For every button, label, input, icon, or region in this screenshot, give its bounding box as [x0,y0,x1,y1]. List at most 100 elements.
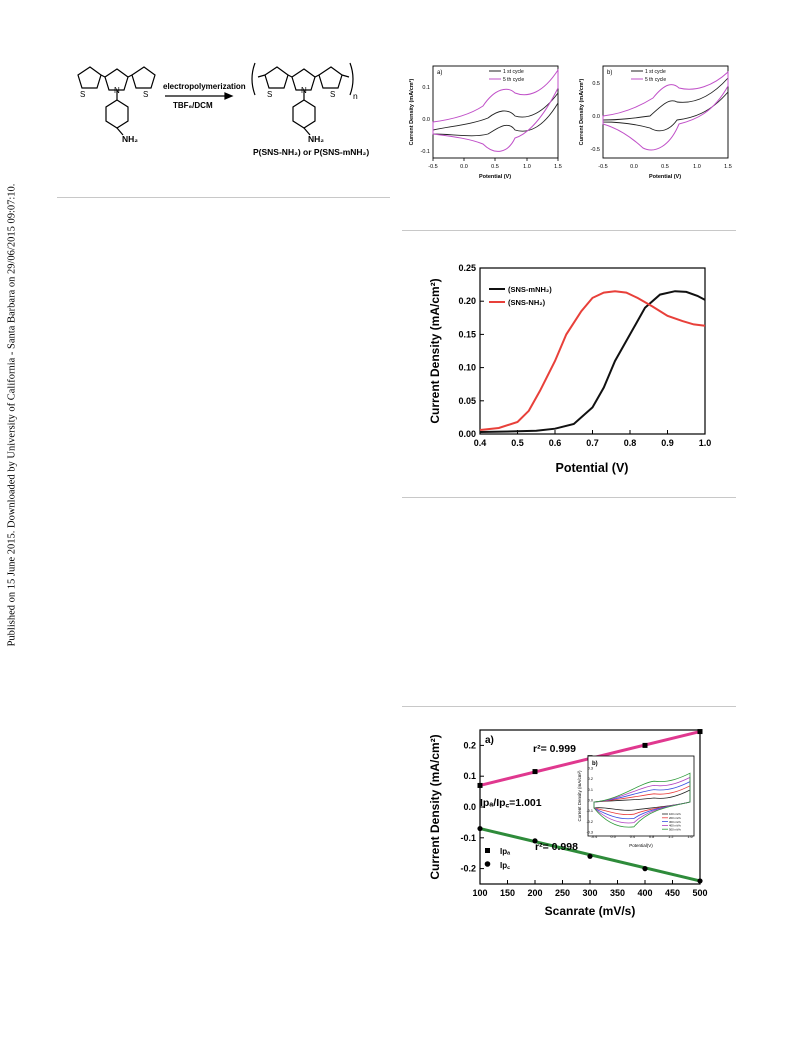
cv-b-xtick-3: 1.0 [693,164,701,170]
chart2-legend-swatch-ipa [485,848,490,853]
chart2-xtick-label: 200 [527,888,542,898]
chart2-annot-r2-top: r²= 0.999 [533,743,576,755]
cv-b-xtick-4: 1.5 [724,164,732,170]
cv-b-xtick-0: -0.5 [598,164,607,170]
chart2-xtick-label: 450 [665,888,680,898]
chart2-ytick-label: 0.0 [463,802,476,812]
chart2-xtick-label: 400 [637,888,652,898]
cv-a-panel: a) [437,70,442,76]
inset-xtick-label: 0.8 [649,835,654,839]
arrow-label-bottom: TBF₆/DCM [173,101,213,110]
inset-xtick-label: 1.6 [687,835,692,839]
chart2-ytick-label: 0.1 [463,771,476,781]
amine-label-monomer: NH₂ [122,134,138,144]
cv-a-xtick-1: 0.0 [460,164,468,170]
chart2-xtick-label: 300 [582,888,597,898]
chart1-xtick-label: 0.7 [586,438,599,448]
cv-a-curve-1st [432,91,559,137]
chart1-ytick-label: 0.00 [458,429,476,439]
publication-sidebar: Published on 15 June 2015. Downloaded by… [4,165,20,665]
cv-a-xtick-4: 1.5 [554,164,562,170]
atom-s-1: S [80,90,85,99]
pyrrole-center [104,68,129,91]
cv-b-curve-1st [602,76,729,132]
phenyl-ring [105,99,129,129]
chart1-ytick-label: 0.10 [458,363,476,373]
cv-figure-a: -0.5 0.0 0.5 1.0 1.5 Potential (V) 0.1 0… [408,65,562,180]
cv-a-xtick-0: -0.5 [428,164,437,170]
chart2-xtick-label: 100 [472,888,487,898]
cv-b-ytick-2: -0.5 [591,147,600,153]
chart2-ytick-label: -0.1 [460,833,476,843]
cv-b-ytick-1: 0.0 [592,114,600,120]
subscript-n: n [353,91,358,101]
cv-a-ylabel: Current Density (mA/cm²) [408,79,415,146]
chart1-xtick-label: 1.0 [699,438,712,448]
chart2-point-ipa [532,769,538,775]
chart1-legend-label-0: (SNS-mNH₂) [508,285,552,294]
reaction-scheme: S N S S N S NH₂ NH₂ n electropolymerizat… [77,62,369,157]
rule-2 [402,497,736,498]
chart2-xtick-label: 350 [610,888,625,898]
inset-xtick-label: 1.2 [668,835,673,839]
inset-legend-label-0: 100 mV/s [669,812,681,816]
inset-xtick-label: 0.0 [611,835,616,839]
sidebar-text: Published on 15 June 2015. Downloaded by… [6,183,18,647]
chart2-ytick-label: -0.2 [460,864,476,874]
chart2-point-ipa [477,782,483,788]
atom-n-2: N [301,86,307,95]
chart1-ylabel: Current Density (mA/cm²) [428,278,442,423]
chart2-panel: a) [485,735,494,746]
thiophene-left [77,66,102,89]
cv-a-legend-0: 1 st cycle [503,69,524,75]
chart1-xtick-label: 0.9 [661,438,674,448]
cv-a-xtick-2: 0.5 [491,164,499,170]
inset-ytick-label: -0.2 [586,820,593,824]
cv-a-xlabel: Potential (V) [479,174,511,180]
inset-ytick-label: 0.3 [588,767,593,771]
inset-legend-label-2: 300 mV/s [669,820,681,824]
chart2-legend-swatch-ipc [484,861,491,867]
chart2-ylabel: Current Density (mA/cm²) [428,734,442,879]
cv-b-xlabel: Potential (V) [649,174,681,180]
chart2-xtick-label: 500 [692,888,707,898]
cv-b-legend-1: 5 th cycle [645,77,666,83]
chart1-ytick-label: 0.25 [458,263,476,273]
chart1-ytick-label: 0.15 [458,329,476,339]
inset-ylabel: Current Density (mA/cm²) [577,770,582,822]
cv-b-panel: b) [607,70,612,76]
cv-b-ylabel: Current Density (mA/cm²) [578,79,585,146]
chart2-point-ipc [642,866,648,872]
thiophene-right [131,66,156,89]
cv-b-xtick-2: 0.5 [661,164,669,170]
inset-legend-label-4: 500 mV/s [669,827,681,831]
chart-scanrate: 100 150 200 250 300 350 400 450 500 0.2 0.1 0.0 -0.… [428,729,708,918]
atom-s-3: S [267,90,272,99]
cv-a-ytick-2: -0.1 [421,149,430,155]
inset-ytick-label: 0.0 [588,799,593,803]
chart1-xtick-label: 0.6 [549,438,562,448]
chart1-ytick-label: 0.05 [458,396,476,406]
cv-b-legend-0: 1 st cycle [645,69,666,75]
inset-xtick-label: 0.4 [630,835,635,839]
chart2-annot-ratio: Ipₐ/Ip꜀=1.001 [480,797,542,809]
inset-ytick-label: -0.1 [586,809,593,813]
chart2-xtick-label: 250 [555,888,570,898]
cv-b-curve-5th [602,70,729,151]
chart2-xlabel: Scanrate (mV/s) [545,904,636,918]
inset-curve-4 [593,772,691,828]
chart2-point-ipc [532,838,538,844]
atom-n-1: N [114,86,120,95]
rule-1 [402,230,736,231]
chart2-point-ipc [697,878,703,884]
chart1-series-line-1 [479,290,706,431]
inset-ytick-label: 0.1 [588,788,593,792]
chart2-point-ipa [697,729,703,735]
chart2-inset: b) Current Density (mA/cm²) Potential(V)… [577,755,695,848]
atom-s-2: S [143,90,148,99]
inset-panel: b) [592,761,598,767]
chart2-point-ipc [587,853,593,859]
amine-label-polymer: NH₂ [308,134,324,144]
cv-b-xtick-1: 0.0 [630,164,638,170]
cv-a-xtick-3: 1.0 [523,164,531,170]
